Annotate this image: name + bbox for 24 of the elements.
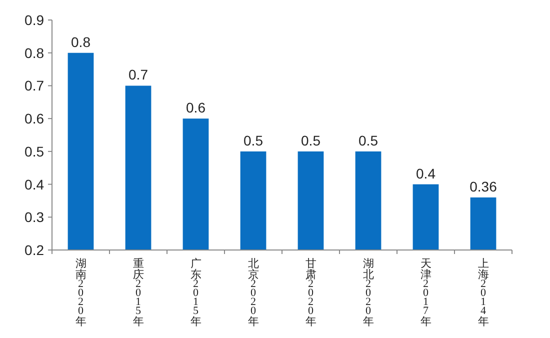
x-tick-label: 上海2014年 [478,257,489,328]
data-label: 0.8 [71,34,91,50]
y-tick-label: 0.6 [24,110,44,127]
data-label: 0.5 [301,132,321,148]
x-tick-label: 湖北2020年 [362,258,374,328]
y-tick-label: 0.2 [24,242,44,258]
y-tick-label: 0.3 [24,209,44,226]
data-label: 0.6 [186,100,206,116]
data-label: 0.5 [244,132,264,148]
data-label: 0.5 [358,132,378,148]
y-tick-label: 0.5 [24,143,44,160]
data-label: 0.36 [470,178,498,194]
y-tick-label: 0.8 [24,44,44,61]
x-tick-label: 重庆2015年 [132,257,144,328]
x-tick-label: 广东2015年 [190,257,202,328]
x-tick-label: 甘肃2020年 [305,257,316,328]
data-label: 0.7 [128,66,148,83]
x-tick-label: 天津2017年 [420,258,432,328]
y-tick-label: 0.7 [24,78,44,94]
y-tick-label: 0.9 [24,12,44,28]
data-label: 0.4 [416,165,436,182]
x-tick-label: 湖南2020年 [75,258,86,328]
x-tick-label: 北京2020年 [248,257,259,328]
y-tick-label: 0.4 [24,176,44,192]
